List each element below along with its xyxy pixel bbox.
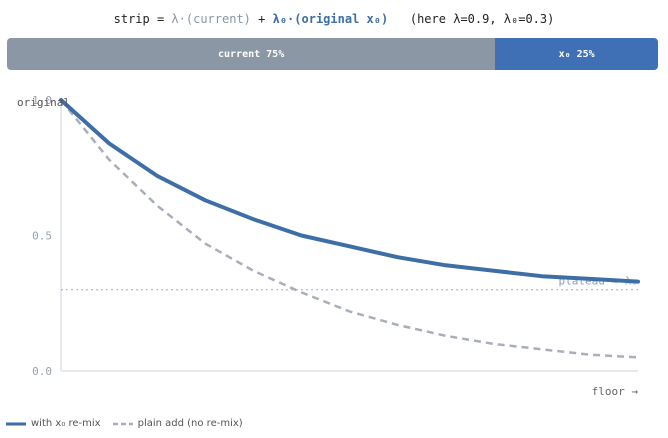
strip-segment-current: current 75% <box>7 38 496 70</box>
mix-strip: current 75% x₀ 25% <box>7 38 658 70</box>
formula-plus: + <box>250 12 273 26</box>
x-axis-label: floor → <box>592 385 639 398</box>
series-line-with-remix <box>59 98 640 284</box>
legend-item-with-remix: with x₀ re-mix <box>6 418 101 429</box>
formula-lambda-term: λ·(current) <box>171 12 251 26</box>
y-tick-label: 1.0 <box>32 94 52 107</box>
strip-segment-x0-label: x₀ 25% <box>558 48 595 60</box>
decay-line-chart: 0.00.51.0 plateau ≈ λ₀ original floor → <box>17 94 640 398</box>
series-line-plain-add <box>60 99 639 359</box>
formula-caption: strip = λ·(current) + λ₀·(original x₀) (… <box>0 12 668 26</box>
y-tick-label: 0.5 <box>32 230 52 243</box>
legend-swatch-solid <box>6 422 26 425</box>
strip-segment-current-label: current 75% <box>218 48 285 60</box>
formula-note: (here λ=0.9, λ₀=0.3) <box>388 12 555 26</box>
legend-label-plain-add: plain add (no re-mix) <box>137 418 243 429</box>
strip-segment-x0: x₀ 25% <box>495 38 658 70</box>
legend-label-with-remix: with x₀ re-mix <box>31 418 101 429</box>
y-tick-label: 0.0 <box>32 365 52 378</box>
formula-lambda0-term: λ₀·(original x₀) <box>272 12 389 26</box>
legend-swatch-dashed <box>112 422 133 425</box>
legend: with x₀ re-mix plain add (no re-mix) <box>6 418 255 429</box>
legend-item-plain-add: plain add (no re-mix) <box>112 418 243 429</box>
formula-prefix: strip = <box>113 12 172 26</box>
original-start-label: original <box>17 96 70 109</box>
